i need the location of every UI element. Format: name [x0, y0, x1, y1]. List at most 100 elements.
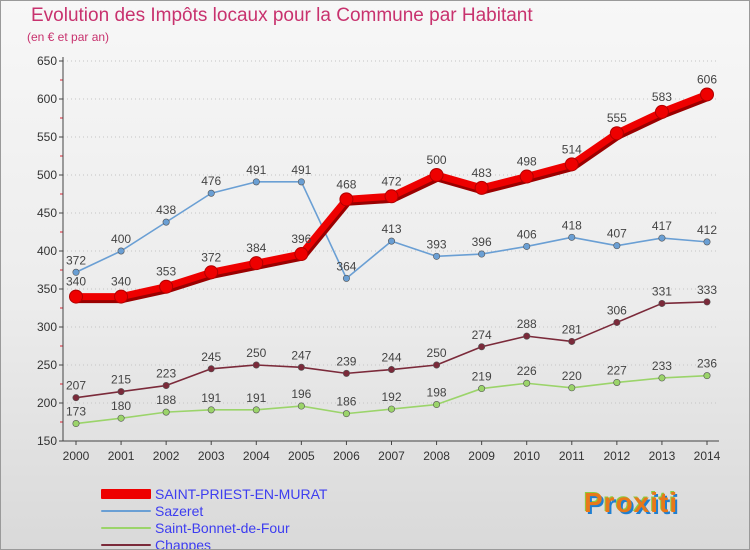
y-tick-label: 450: [37, 206, 57, 220]
data-label: 491: [246, 163, 266, 177]
data-label: 223: [156, 367, 176, 381]
legend-swatch: [101, 526, 151, 529]
data-point: [523, 242, 531, 250]
data-label: 412: [697, 223, 717, 237]
logo-text: Proxiti: [584, 487, 679, 518]
data-label: 191: [201, 391, 221, 405]
data-label: 239: [336, 354, 356, 368]
data-label: 192: [381, 390, 401, 404]
x-tick-label: 2003: [198, 449, 225, 463]
data-label: 188: [156, 393, 176, 407]
data-label: 417: [652, 219, 672, 233]
data-point: [387, 237, 395, 245]
data-point: [342, 369, 350, 377]
data-label: 191: [246, 391, 266, 405]
data-point: [252, 406, 260, 414]
data-label: 555: [607, 111, 627, 125]
data-label: 606: [697, 72, 717, 86]
data-point: [433, 401, 441, 409]
data-label: 180: [111, 399, 131, 413]
data-point: [613, 318, 621, 326]
y-tick-label: 650: [37, 54, 57, 68]
data-point: [654, 104, 669, 119]
y-tick-label: 400: [37, 244, 57, 258]
data-label: 331: [652, 284, 672, 298]
data-point: [564, 157, 579, 172]
data-point: [433, 252, 441, 260]
data-point: [703, 372, 711, 380]
data-label: 198: [427, 386, 447, 400]
data-point: [342, 410, 350, 418]
data-label: 333: [697, 283, 717, 297]
chart-subtitle: (en € et par an): [27, 30, 110, 44]
data-point: [703, 238, 711, 246]
data-label: 215: [111, 373, 131, 387]
data-label: 233: [652, 359, 672, 373]
data-point: [342, 274, 350, 282]
x-tick-label: 2009: [468, 449, 495, 463]
data-point: [252, 178, 260, 186]
data-label: 288: [517, 317, 537, 331]
data-label: 406: [517, 227, 537, 241]
data-point: [568, 384, 576, 392]
axis-layer: 150 200 250 300 350 400 450 500 550 600 650 2000 200…: [37, 54, 721, 463]
data-label: 583: [652, 90, 672, 104]
x-tick-label: 2000: [63, 449, 90, 463]
y-tick-label: 250: [37, 358, 57, 372]
data-label: 498: [517, 155, 537, 169]
data-point: [339, 192, 354, 207]
data-point: [162, 218, 170, 226]
data-label: 364: [336, 259, 356, 273]
legend: SAINT-PRIEST-EN-MURAT Sazeret Saint-Bonn…: [101, 485, 327, 549]
data-label: 413: [381, 222, 401, 236]
data-label: 340: [111, 275, 131, 289]
data-label: 220: [562, 369, 582, 383]
data-label: 245: [201, 350, 221, 364]
data-label: 226: [517, 364, 537, 378]
data-point: [207, 365, 215, 373]
data-point: [117, 247, 125, 255]
data-label: 274: [472, 328, 492, 342]
y-tick-label: 300: [37, 320, 57, 334]
data-label: 173: [66, 405, 86, 419]
legend-swatch: [101, 543, 151, 546]
data-point: [700, 87, 714, 102]
data-point: [162, 382, 170, 390]
data-point: [474, 180, 489, 195]
data-label: 384: [246, 241, 266, 255]
x-tick-label: 2007: [378, 449, 405, 463]
data-label: 353: [156, 265, 176, 279]
data-point: [159, 279, 174, 294]
data-label: 472: [381, 174, 401, 188]
legend-item-chappes: Chappes: [101, 536, 327, 549]
data-label: 407: [607, 227, 627, 241]
data-label: 306: [607, 303, 627, 317]
data-point: [519, 169, 534, 184]
data-point: [72, 420, 80, 428]
legend-item-saint-bonnet: Saint-Bonnet-de-Four: [101, 519, 327, 536]
data-point: [294, 247, 309, 262]
y-tick-label: 550: [37, 130, 57, 144]
data-point: [613, 242, 621, 250]
data-label: 500: [427, 153, 447, 167]
y-tick-label: 600: [37, 92, 57, 106]
data-point: [568, 337, 576, 345]
data-point: [204, 265, 219, 280]
legend-item-sazeret: Sazeret: [101, 502, 327, 519]
x-tick-label: 2005: [288, 449, 315, 463]
data-label: 491: [291, 163, 311, 177]
data-label: 247: [291, 348, 311, 362]
data-point: [114, 289, 129, 304]
data-point: [249, 256, 264, 271]
data-label: 281: [562, 322, 582, 336]
x-tick-label: 2010: [513, 449, 540, 463]
data-point: [703, 298, 711, 306]
data-point: [478, 343, 486, 351]
data-label: 219: [472, 370, 492, 384]
data-point: [72, 394, 80, 402]
data-label: 372: [201, 250, 221, 264]
data-label: 418: [562, 218, 582, 232]
data-label: 396: [291, 232, 311, 246]
data-point: [387, 366, 395, 374]
